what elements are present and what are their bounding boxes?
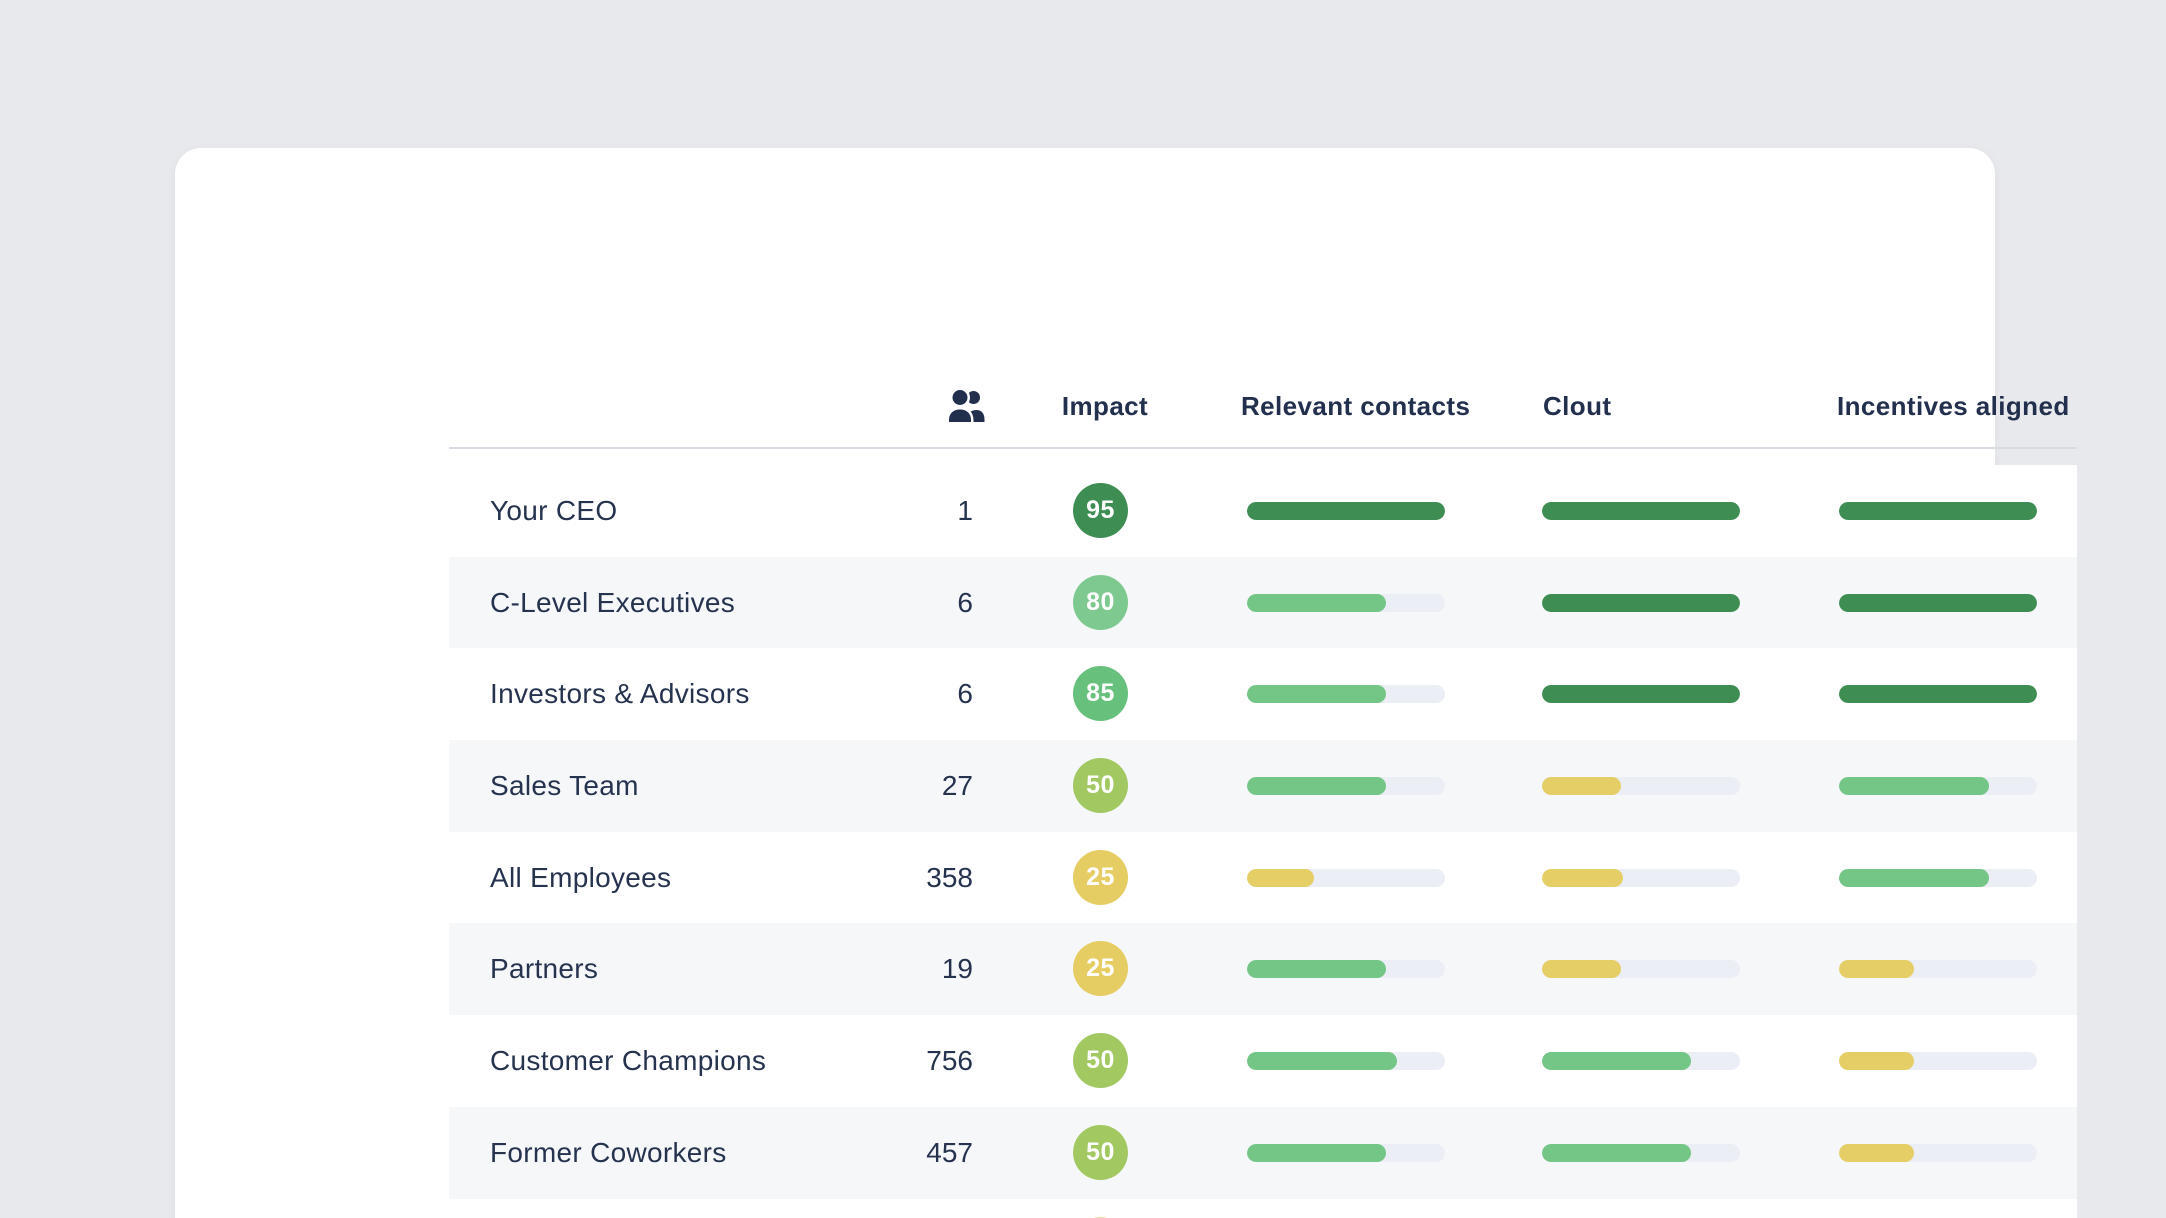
incentives-aligned-fill	[1839, 685, 2037, 704]
group-name: Partners	[490, 953, 599, 985]
impact-score-badge: 95	[1073, 483, 1128, 538]
impact-score-badge: 25	[1073, 849, 1128, 905]
impact-score-badge: 25	[1073, 941, 1128, 997]
incentives-aligned-bar	[1839, 1143, 2037, 1162]
clout-fill	[1542, 502, 1740, 520]
group-name: Your CEO	[490, 495, 618, 526]
incentives-aligned-fill	[1839, 1143, 1915, 1162]
impact-score-badge: 50	[1073, 1124, 1128, 1180]
table-body: Your CEO 1 95 C-Level Executives 6 80 In…	[449, 465, 2077, 1218]
relevant-contacts-bar	[1247, 1052, 1445, 1071]
clout-fill	[1542, 1052, 1691, 1071]
relevant-contacts-fill	[1247, 502, 1445, 520]
relevant-contacts-bar	[1247, 1143, 1445, 1162]
member-count: 358	[926, 861, 973, 893]
relevant-contacts-bar	[1247, 777, 1445, 796]
member-count: 6	[957, 586, 973, 618]
member-count: 756	[926, 1045, 973, 1077]
table-row: Partners 19 25	[449, 923, 2077, 1016]
clout-fill	[1542, 685, 1740, 704]
table-row: Customer Champions 756 50	[449, 1015, 2077, 1107]
group-name: C-Level Executives	[490, 586, 736, 618]
table-row: Family & Friends 125 15	[449, 1198, 2077, 1218]
table-row: All Employees 358 25	[449, 831, 2077, 924]
incentives-aligned-bar	[1839, 502, 2037, 520]
member-count: 27	[941, 770, 973, 802]
clout-fill	[1542, 593, 1740, 612]
relevant-contacts-fill	[1247, 1052, 1398, 1071]
header-incentives-aligned: Incentives aligned	[1837, 391, 2070, 421]
relevant-contacts-bar	[1247, 502, 1445, 520]
incentives-aligned-fill	[1839, 502, 2037, 520]
incentives-aligned-fill	[1839, 777, 1990, 796]
clout-fill	[1542, 777, 1622, 796]
clout-bar	[1542, 685, 1740, 704]
incentives-aligned-fill	[1839, 960, 1915, 979]
table-header: Impact Relevant contacts Clout Incentive…	[449, 378, 2077, 434]
relevant-contacts-bar	[1247, 868, 1445, 887]
relevant-contacts-bar	[1247, 593, 1445, 612]
relevant-contacts-fill	[1247, 960, 1386, 979]
member-count: 19	[941, 953, 973, 985]
relevant-contacts-fill	[1247, 868, 1315, 887]
impact-score-badge: 50	[1073, 758, 1128, 814]
clout-bar	[1542, 502, 1740, 520]
incentives-aligned-fill	[1839, 593, 2037, 612]
group-name: Family & Friends	[490, 1199, 705, 1218]
incentives-aligned-bar	[1839, 777, 2037, 796]
incentives-aligned-bar	[1839, 1052, 2037, 1071]
header-relevant-contacts: Relevant contacts	[1241, 391, 1471, 421]
table-row: Former Coworkers 457 50	[449, 1106, 2077, 1199]
people-icon	[947, 378, 987, 434]
header-impact: Impact	[1061, 391, 1149, 421]
table-row: C-Level Executives 6 80	[449, 556, 2077, 649]
impact-score-badge: 50	[1073, 1033, 1128, 1089]
incentives-aligned-bar	[1839, 685, 2037, 704]
incentives-aligned-fill	[1839, 868, 1990, 887]
table-row: Your CEO 1 95	[449, 465, 2077, 557]
impact-score-badge: 85	[1073, 666, 1128, 722]
member-count: 1	[957, 495, 973, 526]
member-count: 457	[926, 1136, 973, 1168]
clout-fill	[1542, 868, 1624, 887]
clout-fill	[1542, 960, 1622, 979]
relevant-contacts-bar	[1247, 960, 1445, 979]
incentives-aligned-bar	[1839, 593, 2037, 612]
incentives-aligned-bar	[1839, 868, 2037, 887]
table-row: Investors & Advisors 6 85	[449, 648, 2077, 741]
incentives-aligned-bar	[1839, 960, 2037, 979]
group-name: All Employees	[490, 861, 672, 893]
clout-bar	[1542, 777, 1740, 796]
relevant-contacts-fill	[1247, 685, 1386, 704]
clout-bar	[1542, 960, 1740, 979]
header-divider	[449, 447, 2077, 449]
group-name: Sales Team	[490, 770, 639, 802]
clout-fill	[1542, 1143, 1691, 1162]
clout-bar	[1542, 1052, 1740, 1071]
impact-score-badge: 15	[1073, 1216, 1128, 1218]
member-count: 6	[957, 678, 973, 710]
member-count: 125	[829, 1199, 973, 1218]
relevant-contacts-fill	[1247, 1143, 1386, 1162]
network-table-card: Impact Relevant contacts Clout Incentive…	[175, 148, 2077, 1218]
incentives-aligned-fill	[1839, 1052, 1915, 1071]
relevant-contacts-fill	[1247, 593, 1386, 612]
relevant-contacts-bar	[1247, 685, 1445, 704]
clout-bar	[1542, 1143, 1740, 1162]
clout-bar	[1542, 868, 1740, 887]
header-clout: Clout	[1543, 391, 1612, 421]
group-name: Customer Champions	[490, 1045, 767, 1077]
impact-score-badge: 80	[1073, 574, 1128, 630]
group-name: Former Coworkers	[490, 1136, 727, 1168]
clout-bar	[1542, 593, 1740, 612]
group-name: Investors & Advisors	[490, 678, 750, 710]
relevant-contacts-fill	[1247, 777, 1386, 796]
table-row: Sales Team 27 50	[449, 740, 2077, 832]
